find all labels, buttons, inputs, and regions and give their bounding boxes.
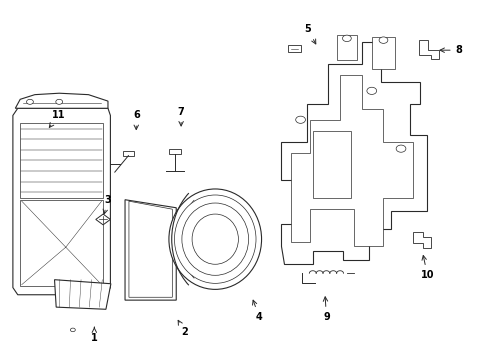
Polygon shape <box>125 200 176 300</box>
Polygon shape <box>412 232 430 248</box>
Polygon shape <box>336 35 356 60</box>
Text: 2: 2 <box>178 320 188 337</box>
Polygon shape <box>20 123 103 198</box>
Polygon shape <box>96 214 110 225</box>
Polygon shape <box>371 37 394 69</box>
Text: 5: 5 <box>304 24 315 44</box>
Polygon shape <box>169 149 181 154</box>
Ellipse shape <box>174 195 256 283</box>
Circle shape <box>56 99 62 104</box>
Text: 8: 8 <box>439 45 462 55</box>
Circle shape <box>70 328 75 332</box>
Polygon shape <box>15 93 108 108</box>
Polygon shape <box>288 45 300 51</box>
Circle shape <box>295 116 305 123</box>
Circle shape <box>342 35 350 41</box>
Polygon shape <box>290 75 412 247</box>
Polygon shape <box>313 131 350 198</box>
Ellipse shape <box>182 203 248 275</box>
Polygon shape <box>20 200 103 286</box>
Text: 9: 9 <box>323 297 329 322</box>
Text: 4: 4 <box>252 300 262 322</box>
Text: 10: 10 <box>420 256 433 280</box>
Polygon shape <box>418 40 438 59</box>
Text: 11: 11 <box>49 111 65 127</box>
Text: 3: 3 <box>103 195 111 214</box>
Polygon shape <box>122 150 134 156</box>
Text: 7: 7 <box>177 107 184 126</box>
Circle shape <box>366 87 376 94</box>
Ellipse shape <box>168 189 261 289</box>
Circle shape <box>395 145 405 152</box>
Circle shape <box>26 99 33 104</box>
Circle shape <box>378 37 387 43</box>
Polygon shape <box>13 108 110 295</box>
Polygon shape <box>55 280 111 309</box>
Polygon shape <box>281 42 427 264</box>
Polygon shape <box>129 201 172 297</box>
Text: 6: 6 <box>133 111 140 130</box>
Text: 1: 1 <box>91 327 98 343</box>
Ellipse shape <box>192 214 238 264</box>
